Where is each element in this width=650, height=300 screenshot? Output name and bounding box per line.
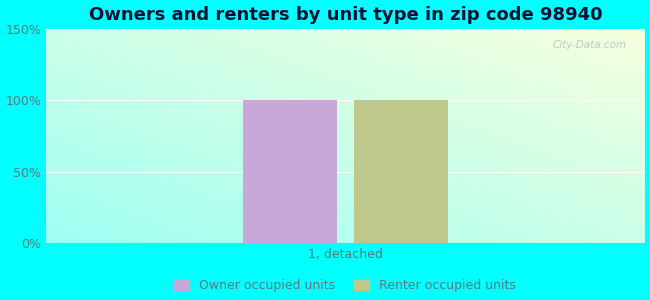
Legend: Owner occupied units, Renter occupied units: Owner occupied units, Renter occupied un… bbox=[174, 279, 516, 292]
Bar bbox=[243, 100, 337, 243]
Title: Owners and renters by unit type in zip code 98940: Owners and renters by unit type in zip c… bbox=[88, 6, 602, 24]
Text: City-Data.com: City-Data.com bbox=[552, 40, 627, 50]
Bar bbox=[354, 100, 448, 243]
